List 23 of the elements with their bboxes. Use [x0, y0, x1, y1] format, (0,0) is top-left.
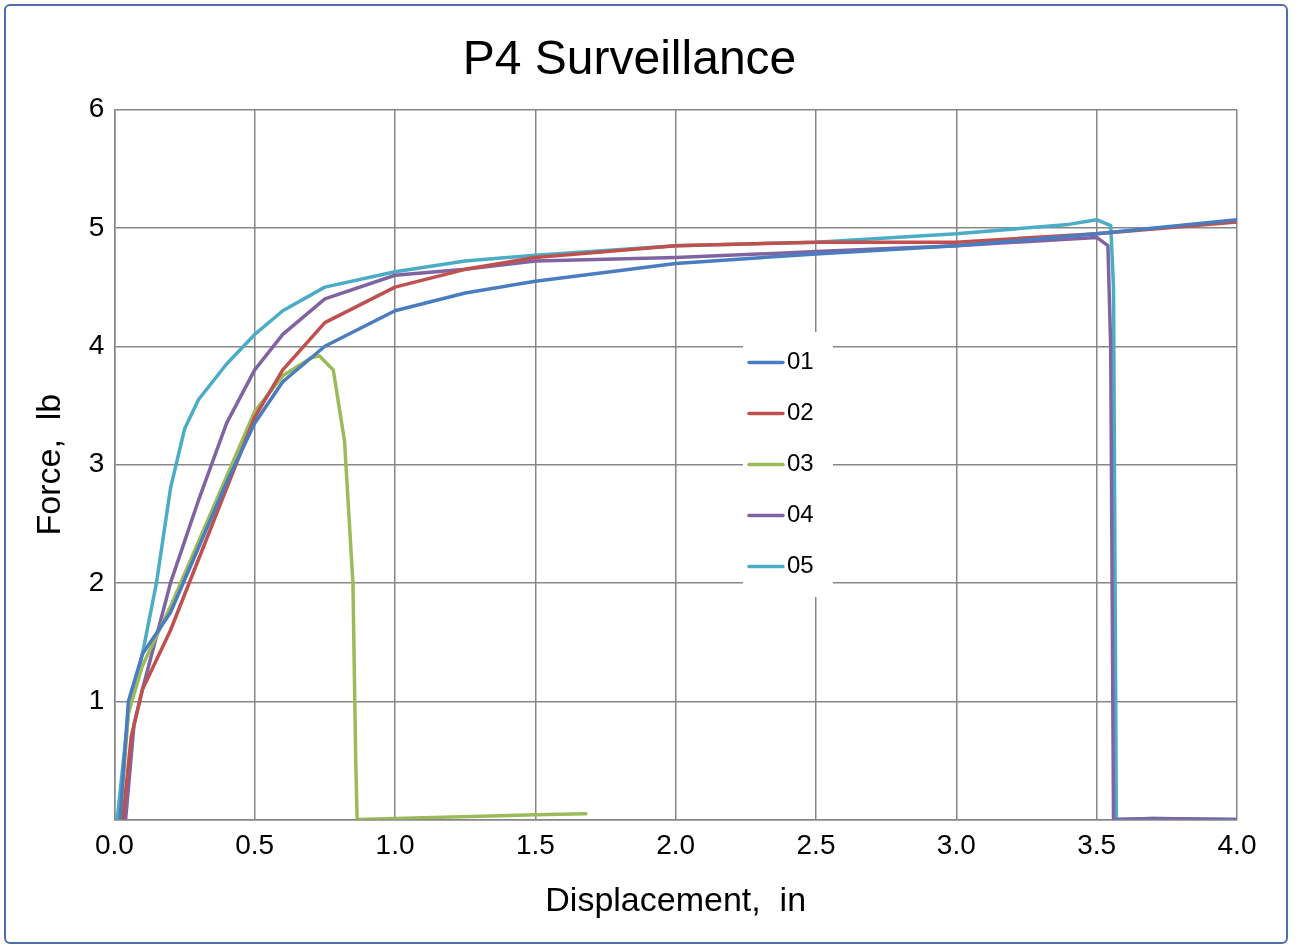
y-axis-title: Force, lb: [28, 393, 67, 536]
x-tick-label: 4.0: [1217, 829, 1257, 861]
x-axis-title: Displacement, in: [545, 879, 807, 918]
y-tick-label: 6: [88, 92, 105, 124]
y-tick-label: 4: [88, 328, 105, 360]
y-tick-label: 1: [88, 683, 105, 715]
legend-label: 04: [786, 500, 814, 528]
x-tick-label: 2.0: [656, 829, 696, 861]
x-tick-label: 1.0: [375, 829, 415, 861]
chart-title: P4 Surveillance: [462, 31, 797, 85]
y-tick-label: 3: [88, 447, 105, 479]
x-tick-label: 0.0: [94, 829, 134, 861]
x-tick-label: 0.5: [235, 829, 275, 861]
y-tick-label: 2: [88, 565, 105, 597]
legend-label: 05: [786, 551, 814, 579]
x-tick-label: 3.0: [936, 829, 976, 861]
legend-label: 03: [786, 449, 814, 477]
x-tick-label: 1.5: [515, 829, 555, 861]
legend-label: 02: [786, 398, 814, 426]
x-tick-label: 2.5: [796, 829, 836, 861]
legend-label: 01: [786, 347, 814, 375]
y-tick-label: 5: [88, 210, 105, 242]
x-tick-label: 3.5: [1077, 829, 1117, 861]
